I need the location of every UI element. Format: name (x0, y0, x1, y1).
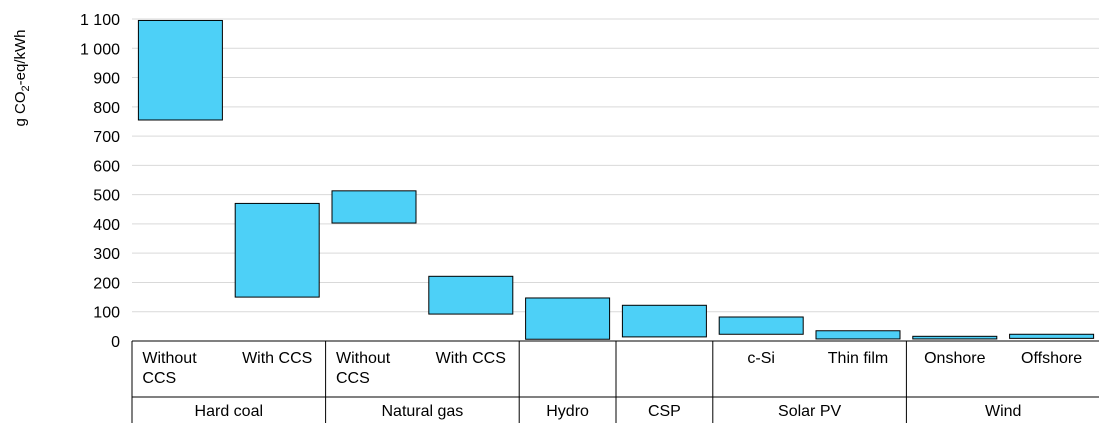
bar (137, 19, 223, 121)
bar (621, 304, 707, 338)
x-group-label: Hydro (546, 403, 589, 420)
y-tick-label: 700 (93, 129, 120, 146)
x-group-label: Wind (985, 403, 1021, 420)
bars (137, 19, 1095, 340)
bar (525, 297, 611, 340)
bar (912, 335, 998, 340)
y-tick-label: 400 (93, 217, 120, 234)
y-axis-label-prefix: g CO (12, 91, 29, 126)
x-item-label: CCS (142, 370, 176, 387)
bar (815, 330, 901, 340)
x-group-label: CSP (648, 403, 681, 420)
bar (1009, 333, 1095, 339)
y-tick-label: 600 (93, 158, 120, 175)
bar (234, 202, 320, 298)
x-item-label: CCS (336, 370, 370, 387)
y-tick-label: 500 (93, 188, 120, 205)
y-tick-label: 1 000 (80, 41, 120, 58)
y-axis-label-sub: 2 (20, 85, 32, 91)
x-group-label: Hard coal (195, 403, 263, 420)
y-tick-label: 300 (93, 246, 120, 263)
x-item-label: Offshore (1021, 350, 1082, 367)
y-axis-label: g CO2-eq/kWh (12, 30, 32, 127)
x-item-label: Onshore (924, 350, 985, 367)
x-item-label: Thin film (828, 350, 888, 367)
y-axis-ticks: 0 100 200 300 400 500 600 700 800 900 1 000 1 100 (80, 12, 120, 351)
category-axis: Without CCS With CCS Without CCS With CCS c-Si… (131, 341, 1099, 423)
y-tick-label: 900 (93, 71, 120, 88)
x-item-label: With CCS (436, 350, 506, 367)
y-tick-label: 1 100 (80, 12, 120, 29)
x-group-label: Natural gas (381, 403, 463, 420)
y-tick-label: 100 (93, 305, 120, 322)
x-group-label: Solar PV (778, 403, 841, 420)
x-item-label: Without (142, 350, 197, 367)
x-item-label: Without (336, 350, 391, 367)
x-item-label: c-Si (747, 350, 775, 367)
y-axis-label-suffix: -eq/kWh (12, 30, 29, 86)
y-tick-label: 200 (93, 275, 120, 292)
bar (428, 275, 514, 315)
x-item-label: With CCS (242, 350, 312, 367)
bar (331, 190, 417, 224)
bar (718, 316, 804, 335)
y-tick-label: 800 (93, 100, 120, 117)
y-tick-label: 0 (111, 334, 120, 351)
